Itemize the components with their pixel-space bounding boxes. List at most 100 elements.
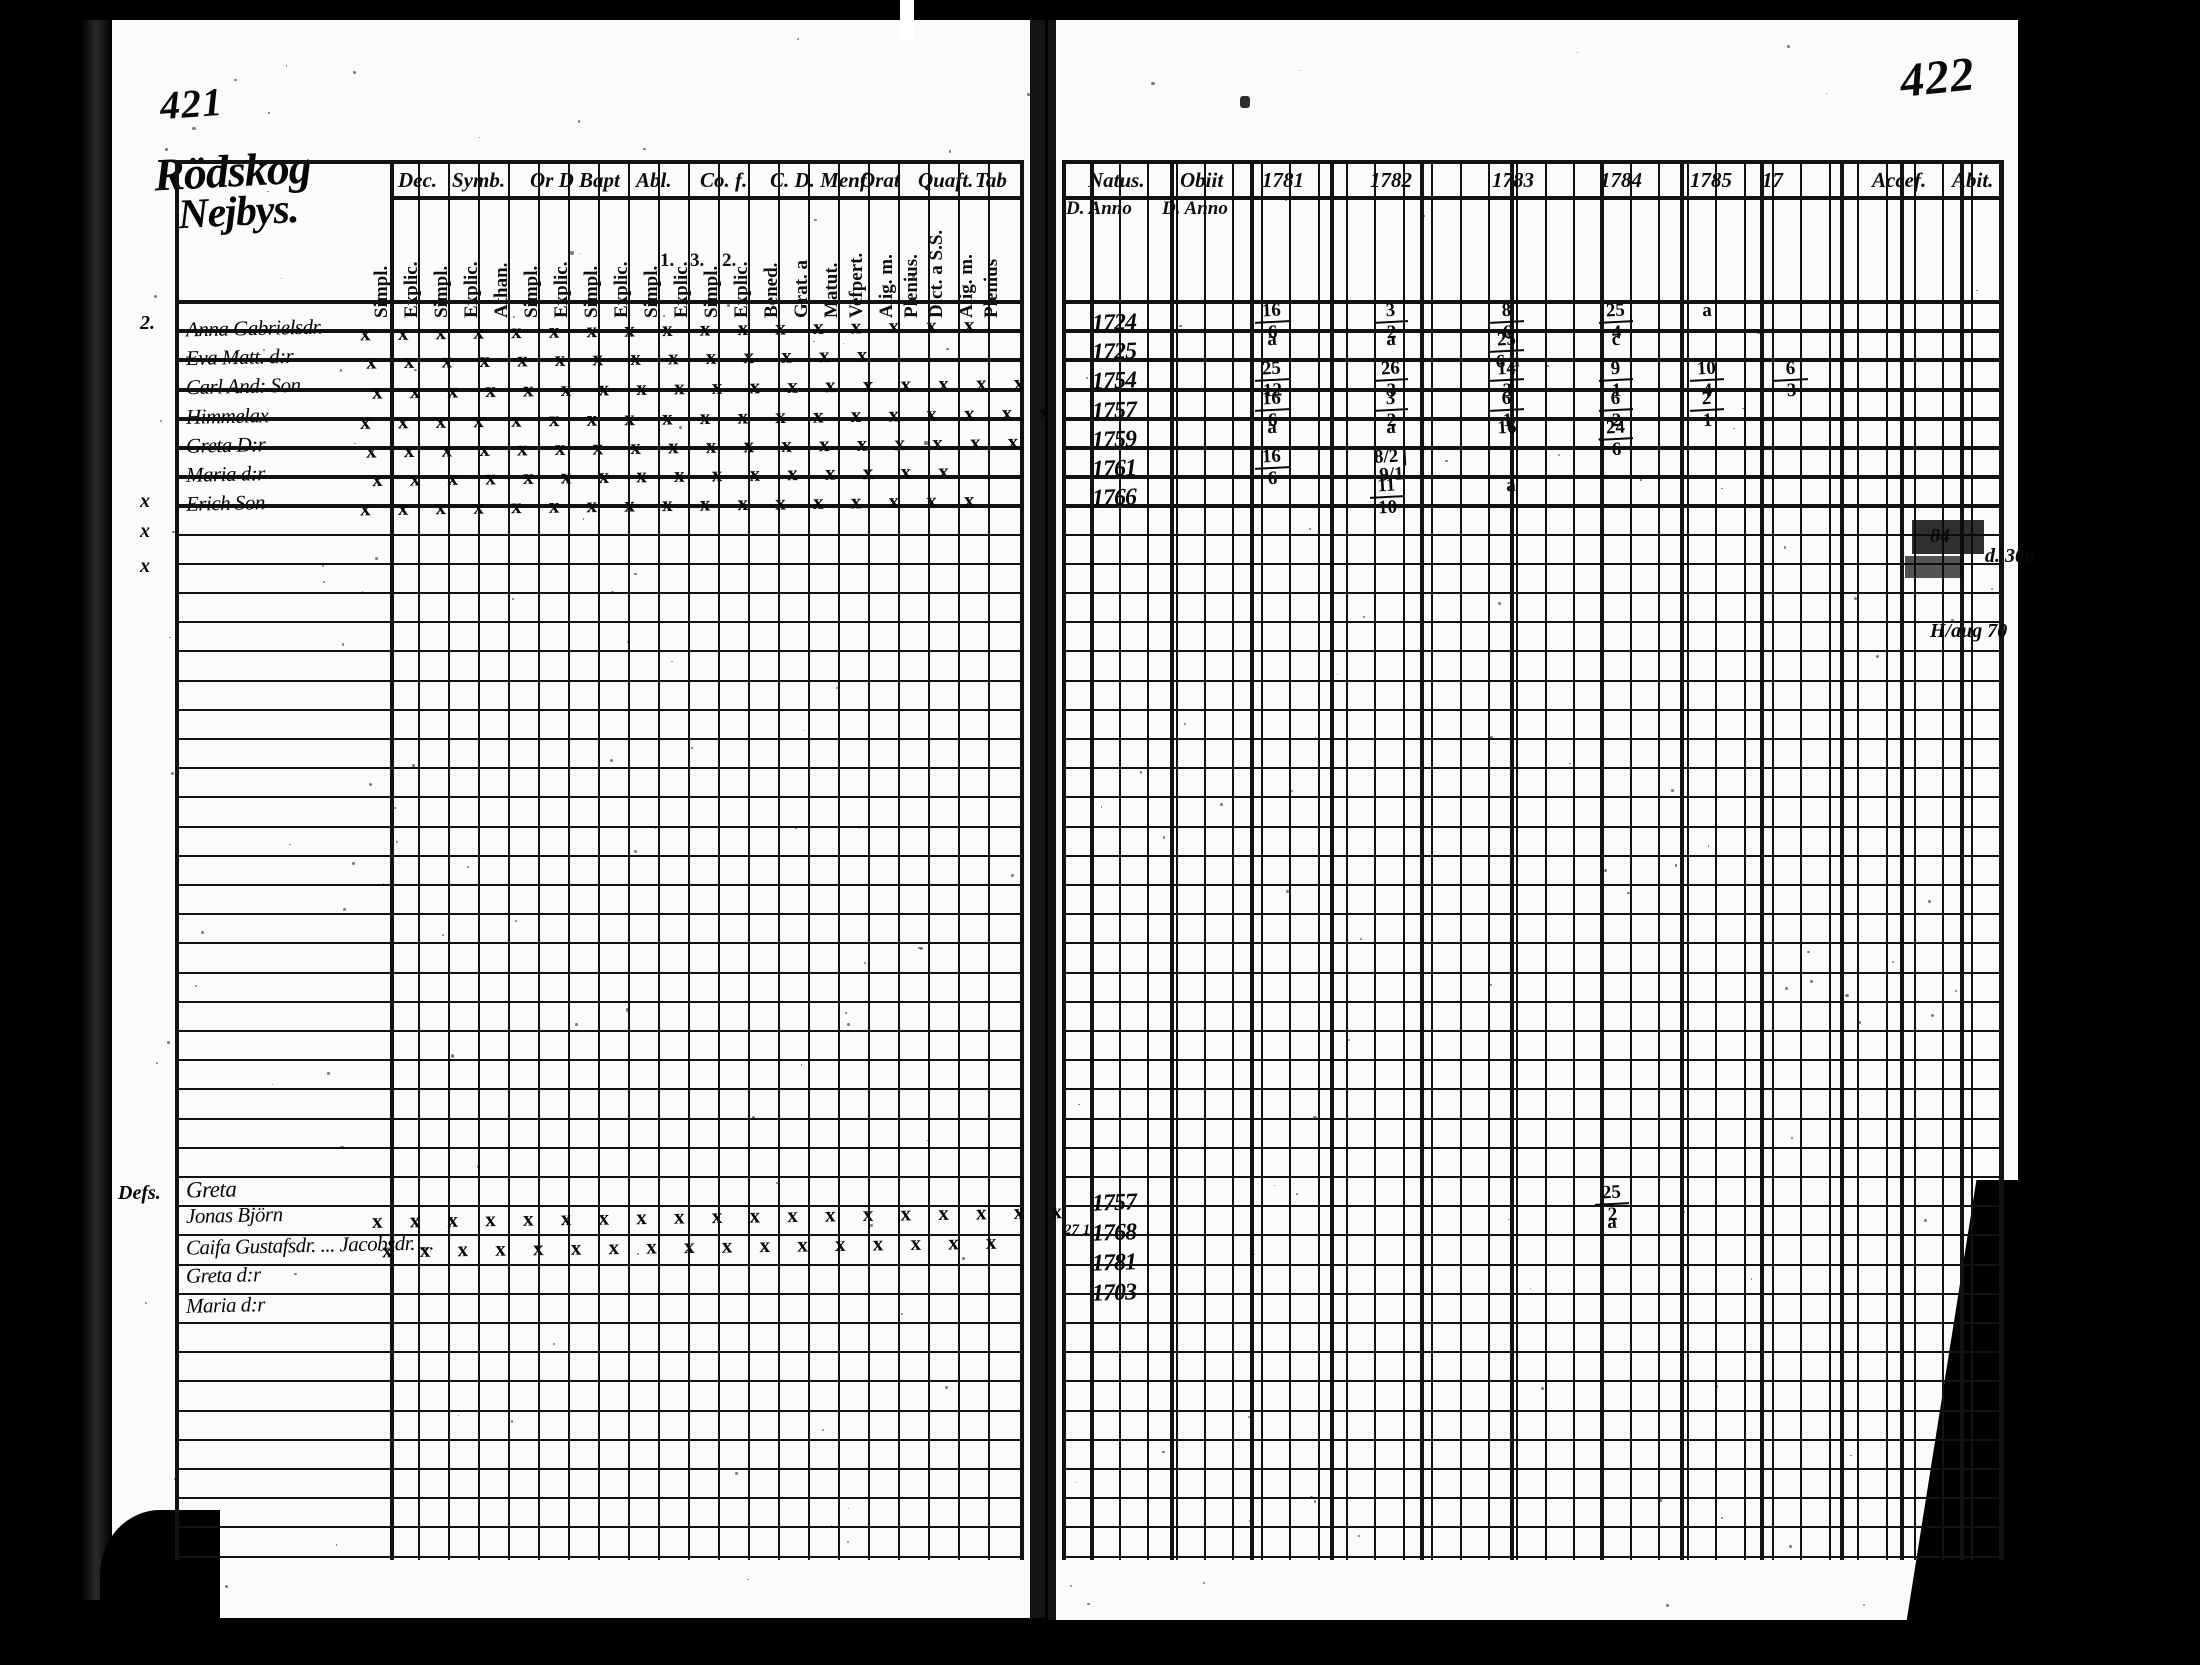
scan-speck [1640,479,1641,480]
scan-speck [962,1257,965,1260]
scan-top-border [0,0,2200,20]
scan-speck [1249,1520,1251,1522]
scan-speck [847,1541,849,1543]
record-value: a [1374,418,1409,438]
scan-speck [1924,1219,1927,1222]
column-header-4: 1782 [1370,168,1412,193]
column-divider [958,160,960,1560]
scan-speck [165,148,168,151]
column-divider-major [1170,160,1174,1560]
scan-speck [167,1041,170,1044]
column-divider [1857,160,1859,1560]
lower-birth-year: 1757 [1092,1189,1137,1218]
scan-speck [627,641,629,643]
row-rule [175,1526,1020,1528]
scan-speck [1721,488,1722,489]
scan-speck [1760,933,1761,934]
sub-header-10: Simpl. [641,266,663,318]
column-header-9: Accef. [1872,168,1926,193]
column-divider-major [1330,160,1334,1560]
column-divider [868,160,870,1560]
birth-year: 1766 [1092,484,1137,513]
column-header-8: 17 [1762,168,1783,193]
scan-speck [1313,1116,1316,1119]
row-rule [1062,358,2000,362]
scan-speck [570,251,573,254]
scan-speck [294,1273,296,1275]
row-rule [1062,1439,2000,1441]
column-divider [1431,160,1433,1560]
column-divider [778,160,780,1560]
scan-speck [1558,454,1560,456]
row-rule [1062,1264,2000,1266]
scan-speck [553,1343,555,1345]
column-divider-major [1250,160,1254,1560]
torn-corner-bottom-left [100,1510,220,1640]
sub-header-17: Vefpert. [846,253,868,318]
scan-speck [1309,528,1311,530]
sub-header-20: Dict. a S.S. [926,230,948,318]
row-rule [175,1088,1020,1090]
row-rule [1062,1088,2000,1090]
scan-speck [307,159,309,161]
scan-speck [1337,674,1338,675]
book-gutter [1030,0,1056,1665]
scan-speck [847,1023,850,1026]
place-heading: Rödskog Nejbys. [153,143,367,237]
sub-header-12: Simpl. [701,266,723,318]
scan-speck [1955,990,1957,992]
row-rule [175,1293,1020,1295]
scan-speck [1151,82,1154,85]
row-rule [1062,709,2000,711]
column-divider [1942,160,1944,1560]
margin-note-1: 2. [140,312,155,335]
header-label-rule [390,196,1020,200]
row-rule [175,1556,1020,1558]
header-top-rule [1062,160,2000,164]
lower-birth-year: 1768 [1092,1219,1137,1248]
scan-speck [246,161,247,162]
row-rule [1062,563,2000,565]
record-value: 21 [1689,389,1725,431]
lower-entry-name: Jonas Björn [186,1202,283,1229]
row-rule [175,1497,1020,1499]
column-header-7: Orat [860,168,900,193]
record-value: 16 [1490,418,1525,438]
ink-smudge-2 [1905,556,1963,578]
scan-speck [1742,408,1743,409]
scan-speck [1588,419,1590,421]
row-rule [1062,1118,2000,1120]
row-rule [1062,884,2000,886]
sub-header-19: Plenius. [901,254,923,318]
row-rule [1062,417,2000,421]
column-header-6: C. D. Menf [770,168,867,193]
entry-name: Eva Matt. d:r [186,344,294,371]
row-rule [1062,942,2000,944]
row-rule [1062,1497,2000,1499]
column-divider [1971,160,1973,1560]
birth-year: 1759 [1092,426,1137,455]
row-rule [175,738,1020,740]
scan-speck [1078,1104,1079,1105]
column-divider [1886,160,1888,1560]
scan-speck [1086,377,1088,379]
column-divider-major [1680,160,1684,1560]
row-rule [175,1410,1020,1412]
scan-speck [354,443,355,444]
lower-block-heading: Greta [186,1176,237,1203]
scan-speck [1541,1387,1544,1390]
scan-speck [776,1182,778,1184]
column-divider-major [1420,160,1424,1560]
scan-speck [927,1140,928,1141]
sub-header-4: Explic. [461,262,483,318]
sub-header-6: Simpl. [521,266,543,318]
scan-speck [598,796,600,798]
scan-speck [340,1146,343,1149]
row-rule [175,1468,1020,1470]
row-rule [1062,300,2000,304]
column-divider [1914,160,1916,1560]
column-divider-major [1960,160,1964,1560]
scan-speck [1577,52,1578,53]
lower-birth-year: 1781 [1092,1249,1137,1278]
birth-year: 1754 [1092,368,1137,397]
